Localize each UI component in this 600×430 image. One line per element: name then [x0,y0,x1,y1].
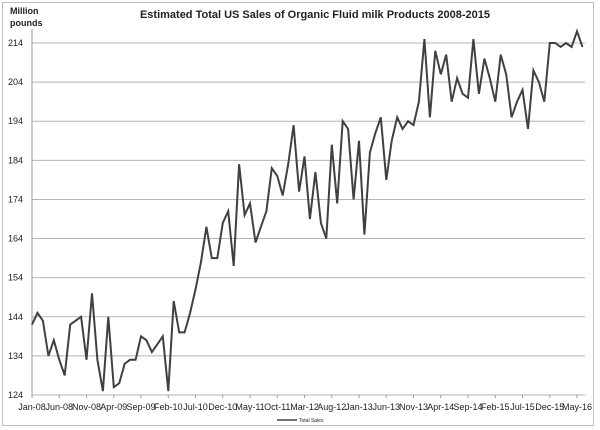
y-axis-label-line2: pounds [10,18,43,28]
x-tick-label: Aug-12 [317,402,346,412]
x-tick-label: Apr-14 [427,402,454,412]
chart-title: Estimated Total US Sales of Organic Flui… [140,9,490,21]
x-tick-label: Dec-15 [535,402,564,412]
x-tick-label: Nov-13 [399,402,428,412]
y-tick-label: 144 [8,312,23,322]
y-tick-label: 134 [8,351,23,361]
y-tick-label: 184 [8,155,23,165]
y-tick-label: 124 [8,390,23,400]
x-tick-label: Feb-10 [154,402,183,412]
y-tick-label: 164 [8,234,23,244]
y-tick-label: 194 [8,116,23,126]
chart-frame [2,2,594,426]
series-line-total-sales [31,28,584,392]
x-tick-label: Jan-08 [18,402,46,412]
x-tick-label: Jun-08 [45,402,73,412]
x-tick-label: Mar-12 [290,402,319,412]
x-tick-label: Oct-11 [264,402,290,412]
x-tick-label: Feb-15 [481,402,510,412]
legend: Total Sales [277,418,324,424]
x-tick-label: Dec-10 [208,402,237,412]
y-axis-label-line1: Million [10,6,39,16]
x-tick-label: Sep-09 [126,402,155,412]
y-tick-label: 204 [8,77,23,87]
x-tick-label: Jan-13 [345,402,373,412]
x-tick-label: Jul-10 [183,402,208,412]
x-tick-label: Nov-08 [72,402,101,412]
x-tick-label: Jun-13 [372,402,400,412]
legend-label: Total Sales [299,418,324,424]
x-tick-label: Apr-09 [100,402,127,412]
x-tick-label: May-16 [562,402,592,412]
y-tick-label: 154 [8,273,23,283]
x-tick-label: Jul-15 [510,402,535,412]
x-tick-label: Sep-14 [453,402,482,412]
y-tick-label: 174 [8,194,23,204]
x-tick-label: May-11 [235,402,264,412]
y-tick-label: 214 [8,38,23,48]
